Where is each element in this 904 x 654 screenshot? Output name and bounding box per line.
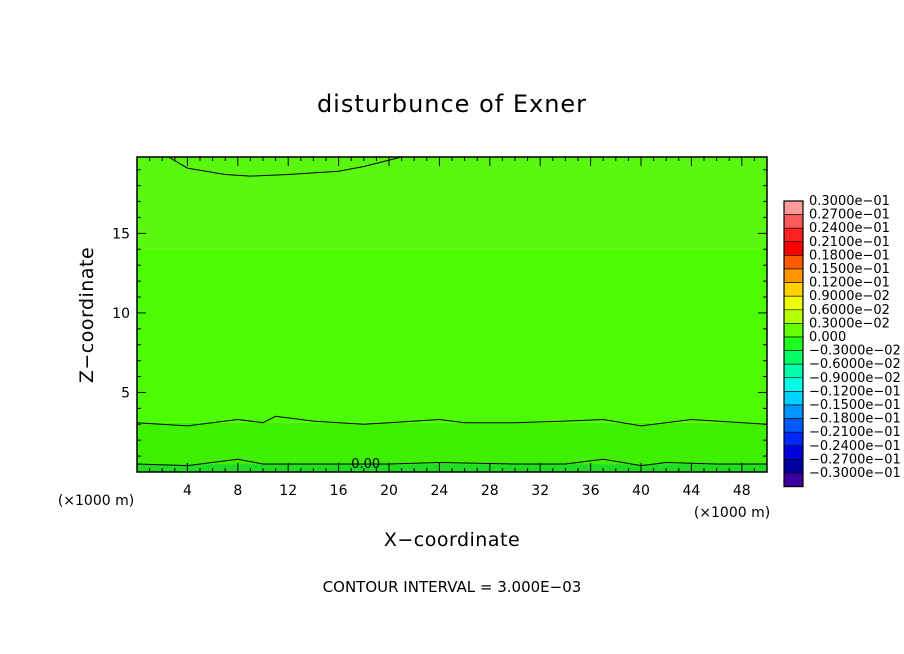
x-tick-label: 20	[380, 483, 398, 499]
colorbar-swatch	[783, 309, 804, 324]
filled-contour-bands	[137, 157, 767, 472]
colorbar-label: 0.1800e−01	[809, 248, 890, 263]
colorbar-swatch	[783, 472, 804, 487]
colorbar-swatch	[783, 214, 804, 229]
colorbar-swatch	[783, 363, 804, 379]
colorbar-label: 0.1500e−01	[809, 262, 890, 277]
x-tick-label: 32	[531, 483, 549, 499]
colorbar: 0.3000e−010.2700e−010.2400e−010.2100e−01…	[783, 194, 901, 488]
x-tick-label: 8	[233, 483, 242, 499]
x-tick-label: 24	[430, 483, 448, 499]
contour-lines	[136, 156, 768, 467]
contour-line-near-surface	[136, 458, 767, 467]
colorbar-swatch	[783, 431, 804, 447]
colorbar-swatch	[783, 418, 804, 433]
y-tick-label: 15	[112, 226, 130, 242]
y-axis-ticks: 5 10 15	[112, 169, 767, 457]
x-tick-label: 16	[330, 483, 348, 499]
x-unit-label-right: (×1000 m)	[694, 505, 770, 521]
contour-interval-note: CONTOUR INTERVAL = 3.000E−03	[323, 578, 582, 596]
x-unit-label-left: (×1000 m)	[58, 493, 134, 509]
colorbar-swatch	[783, 255, 804, 270]
colorbar-label: −0.2100e−01	[809, 425, 901, 440]
colorbar-label: 0.1200e−01	[809, 276, 890, 291]
colorbar-swatch	[783, 282, 804, 297]
colorbar-swatch	[783, 391, 804, 406]
colorbar-label: 0.9000e−02	[809, 289, 890, 304]
colorbar-label: 0.2100e−01	[809, 235, 890, 250]
colorbar-label: −0.3000e−01	[809, 466, 901, 481]
colorbar-label: −0.6000e−02	[809, 357, 901, 372]
colorbar-label: 0.6000e−02	[809, 303, 890, 318]
x-axis-ticks: 4 8 12 16 20 24 28 32 36 40 44 48	[149, 157, 755, 499]
x-tick-label: 4	[183, 483, 192, 499]
x-tick-label: 36	[582, 483, 600, 499]
x-tick-label: 28	[481, 483, 499, 499]
colorbar-label: 0.3000e−01	[809, 194, 890, 209]
colorbar-label: −0.1800e−01	[809, 412, 901, 427]
x-tick-label: 12	[279, 483, 297, 499]
colorbar-swatch	[783, 200, 804, 215]
contour-band-1	[137, 422, 767, 465]
x-tick-label: 40	[632, 483, 650, 499]
x-tick-label: 44	[682, 483, 700, 499]
colorbar-swatch	[783, 323, 804, 338]
colorbar-label: −0.2700e−01	[809, 452, 901, 467]
colorbar-label: 0.2700e−01	[809, 208, 890, 223]
contour-band-2	[137, 249, 767, 423]
colorbar-swatch	[783, 404, 804, 419]
contour-labels: 0.00	[351, 457, 380, 472]
contour-band-3	[137, 157, 767, 250]
colorbar-label: 0.2400e−01	[809, 221, 890, 236]
colorbar-label: 0.000	[809, 330, 846, 345]
colorbar-label: −0.1500e−01	[809, 398, 901, 413]
colorbar-label: −0.9000e−02	[809, 371, 901, 386]
y-tick-label: 5	[121, 385, 130, 401]
contour-label-0: 0.00	[351, 457, 380, 472]
colorbar-swatch	[783, 459, 804, 474]
colorbar-swatch	[783, 227, 804, 243]
chart-title: disturbunce of Exner	[317, 90, 587, 118]
colorbar-frame	[783, 200, 804, 488]
x-axis-label: X−coordinate	[384, 529, 520, 551]
colorbar-swatch	[783, 241, 804, 256]
colorbar-label: 0.3000e−02	[809, 316, 890, 331]
colorbar-swatch	[783, 336, 804, 351]
colorbar-label: −0.1200e−01	[809, 384, 901, 399]
colorbar-swatch	[783, 445, 804, 460]
y-tick-label: 10	[112, 306, 130, 322]
colorbar-label: −0.3000e−02	[809, 344, 901, 359]
contour-line-low-level	[136, 415, 768, 427]
y-axis-label: Z−coordinate	[76, 247, 98, 383]
colorbar-swatch	[783, 295, 804, 311]
colorbar-swatch	[783, 377, 804, 392]
x-tick-label: 48	[733, 483, 751, 499]
colorbar-label: −0.2400e−01	[809, 439, 901, 454]
colorbar-swatch	[783, 268, 804, 283]
colorbar-swatch	[783, 350, 804, 365]
contour-line-upper-dome	[168, 156, 402, 177]
